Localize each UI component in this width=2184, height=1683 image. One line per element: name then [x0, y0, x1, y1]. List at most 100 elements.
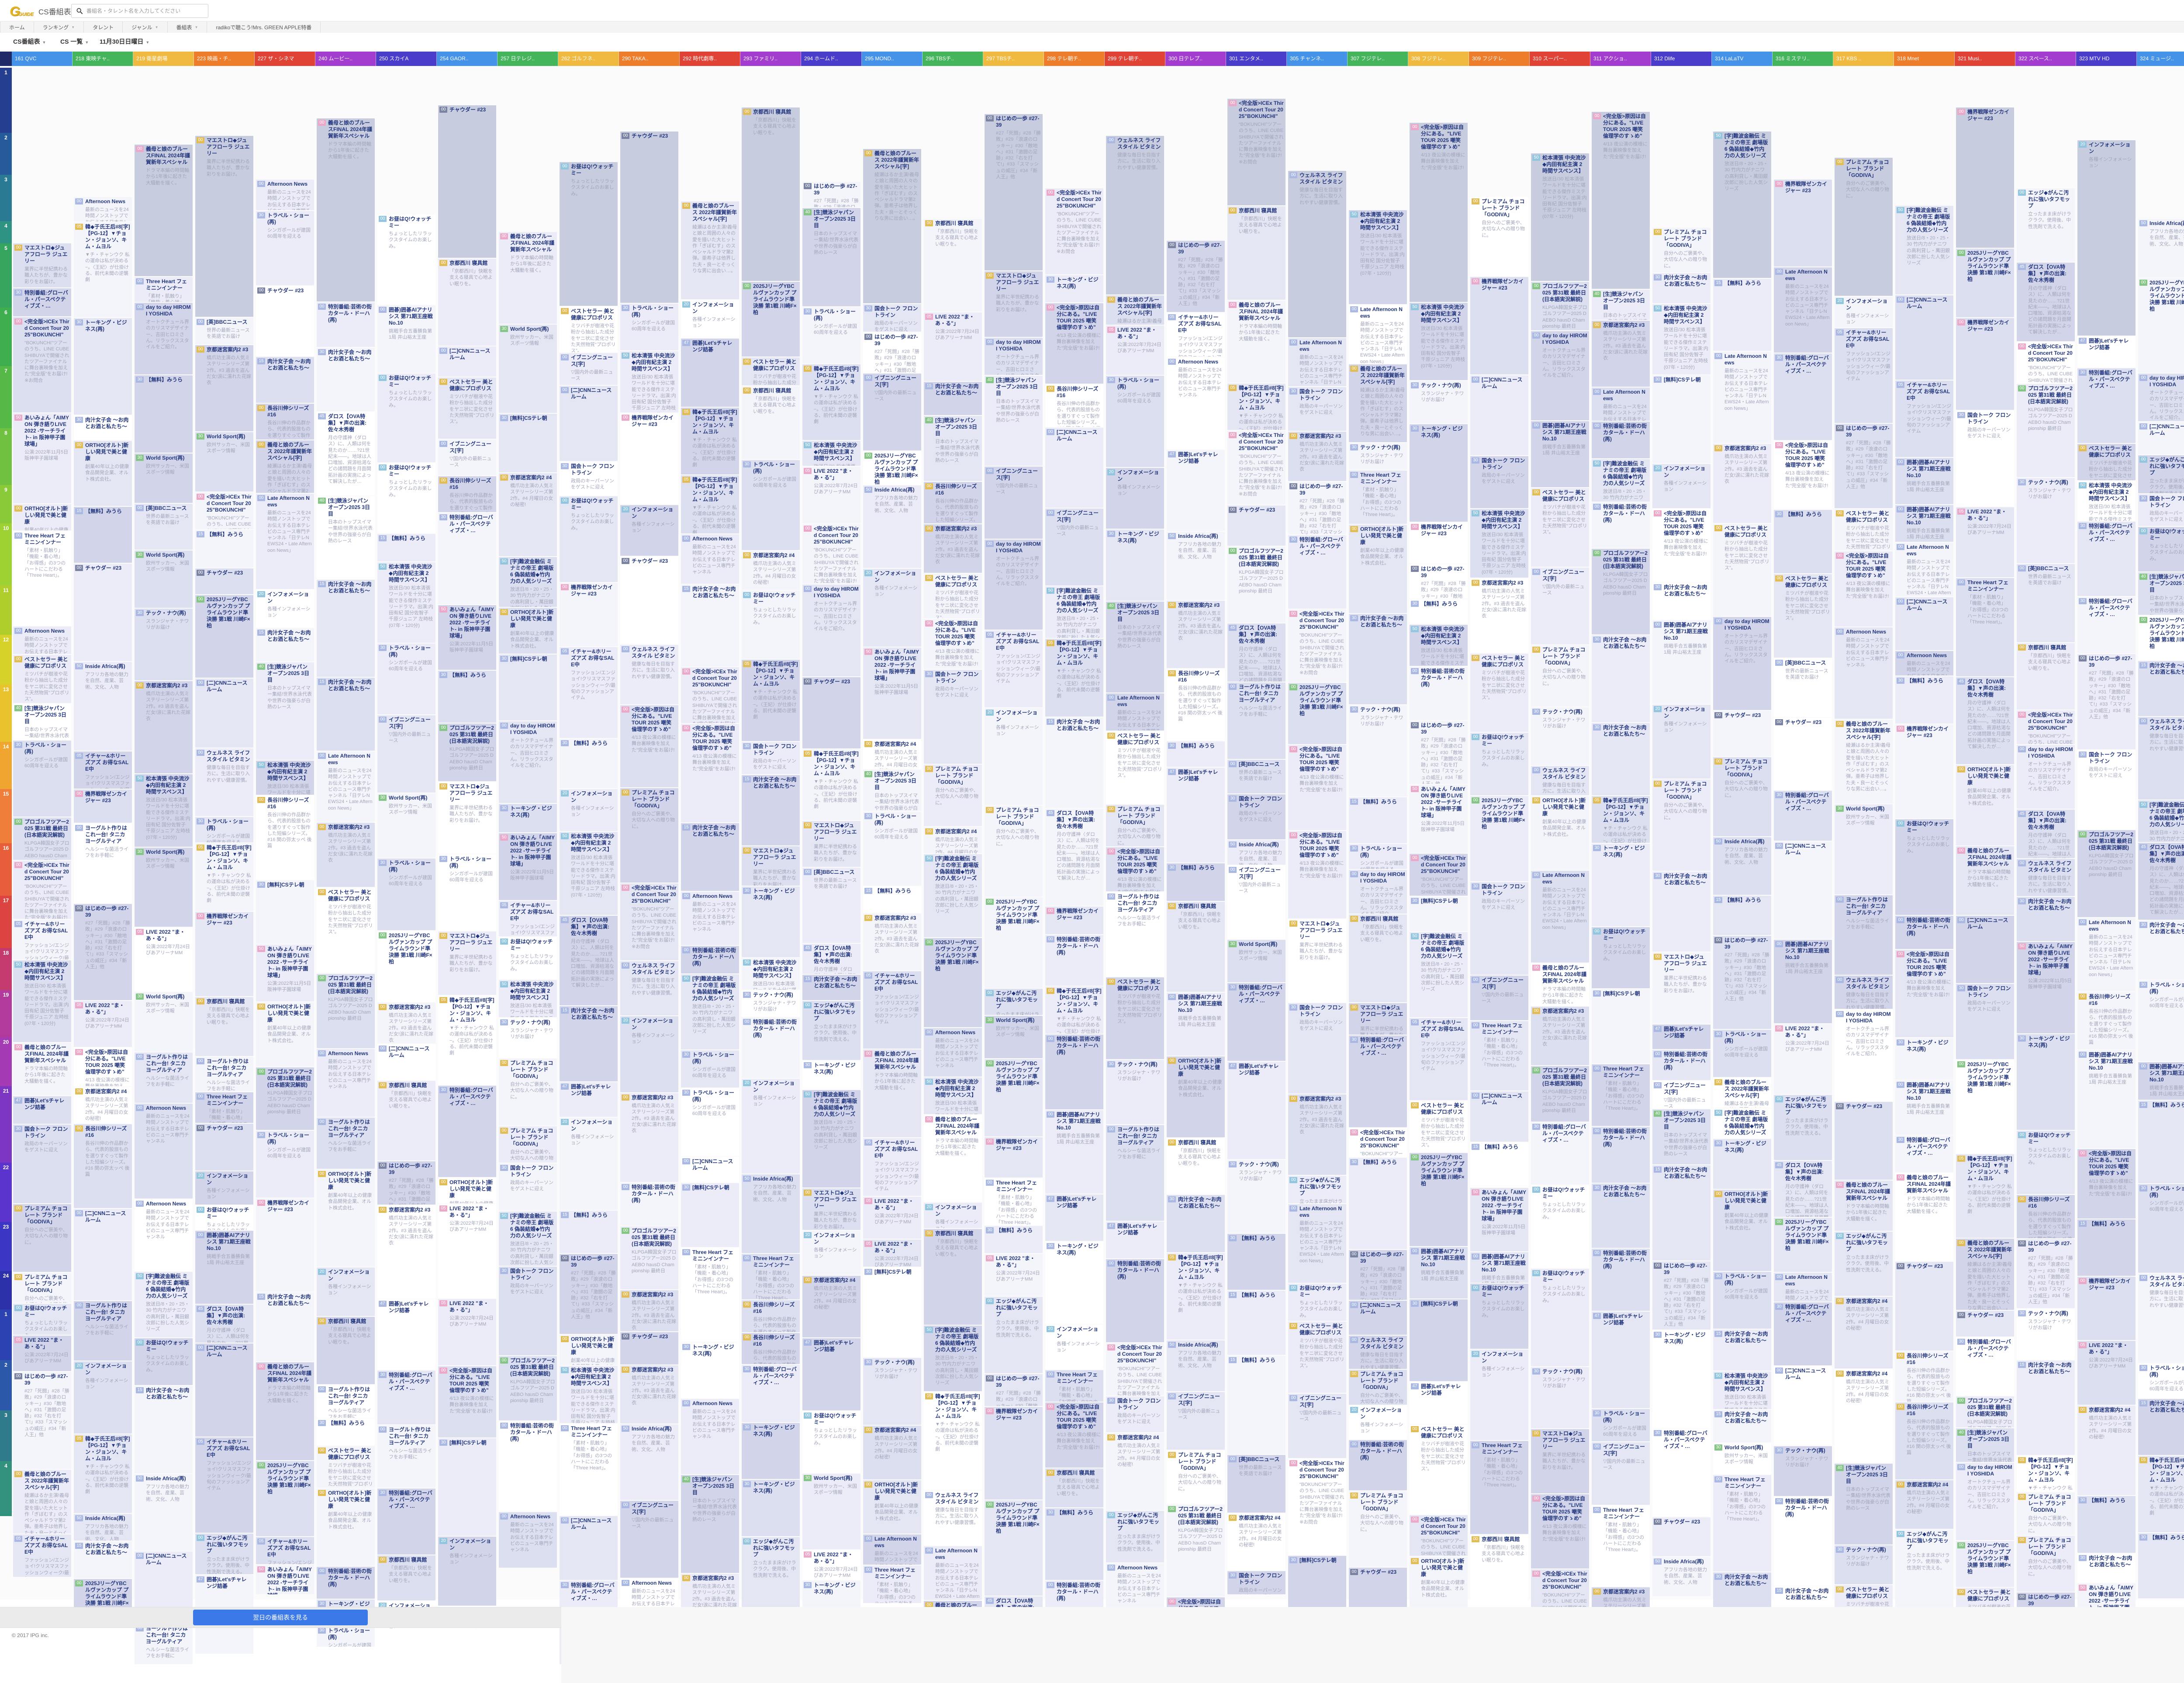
program-cell[interactable]: 00 Late Afternoon News 最新のニュースを24時間ノンストップで… — [1895, 543, 1953, 596]
program-cell[interactable]: 00 京都迷宮案内2 #4 橋爪功主演の人気ミステリーシリーズ第2作。#4 月曜日の… — [1895, 1480, 1953, 1529]
program-cell[interactable]: 05 LIVE 2022 "ま・あ・る"」 公演:2022年7月24日 ぴあアリーナ… — [863, 1197, 921, 1239]
program-cell[interactable]: 40[生]競泳ジャパンオープン2025 3日目日本のトップスイマー集結!世界水泳… — [1956, 1428, 2014, 1462]
program-cell[interactable]: 50[字]難波金融伝 ミナミの帝王 劇場版6 偽装結婚◆竹内力の人気シリーズ放送… — [2138, 800, 2184, 842]
program-cell[interactable]: 00 特別番組:芸術の街 カタール・ドーハ(再) — [1106, 1259, 1164, 1342]
program-cell[interactable]: 00[二]CNNニュースルーム — [1470, 1091, 1528, 1142]
program-cell[interactable]: 00[二]CNNニュースルーム — [1470, 375, 1528, 455]
program-cell[interactable]: 00 イブニングニュース[字] ▽国内外の最新ニュース — [985, 467, 1043, 539]
program-cell[interactable]: 00 機界戦隊ゼンカイジャー #23 — [2077, 1277, 2136, 1340]
program-cell[interactable]: 30 特別番組:グローバル・パースペクティブズ・… — [377, 1371, 435, 1424]
program-cell[interactable]: 00 <完全版>ICEx Third Concert Tour 2025"BOKU… — [1288, 609, 1346, 682]
program-cell[interactable]: 30 テック・ナウ(再) スランジャナ・テワリがお届け — [135, 609, 193, 680]
program-cell[interactable]: 30 特別番組:グローバル・パースペクティブズ・… — [1774, 791, 1832, 841]
program-cell[interactable]: 00 <完全版>ICEx Third Concert Tour 2025"BOKU… — [2017, 342, 2075, 383]
channel-header-223[interactable]: 223 映画・チ.. — [194, 52, 255, 66]
program-cell[interactable]: 00[二]CNNニュースルーム — [1349, 1301, 1407, 1335]
program-cell[interactable]: 30 【無料】みうら — [135, 375, 193, 453]
program-cell[interactable]: 40[生]競泳ジャパンオープン2025 3日目日本のトップスイマー集結!世界水泳… — [1835, 1464, 1893, 1544]
program-cell[interactable]: 00[二]CNNニュースルーム — [195, 1344, 253, 1437]
program-cell[interactable]: 00 [英]BBCニュース 世界の最新ニュースを英語でお届け — [802, 868, 860, 943]
program-cell[interactable]: 00 京都西川 寝具館 「京都西川」快眠を支える寝具で心地よい眠りを。 — [195, 997, 253, 1056]
program-cell[interactable]: 50[字]難波金融伝 ミナミの帝王 劇場版6 偽装結婚◆竹内力の人気シリーズ放送… — [1045, 586, 1103, 638]
program-cell[interactable]: 30 【無料】みうら — [985, 1226, 1043, 1253]
program-cell[interactable]: 30 【無料】みうら — [1895, 676, 1953, 724]
program-cell[interactable]: 47 囲碁)Let'sチャレンジ詰碁 — [1045, 1195, 1103, 1241]
program-cell[interactable]: 40[生]競泳ジャパンオープン2025 3日目日本のトップスイマー集結!世界水泳… — [863, 770, 921, 811]
program-cell[interactable]: 47 囲碁)Let'sチャレンジ詰碁 — [1592, 1312, 1650, 1408]
channel-header-297[interactable]: 297 TBSチ.. — [983, 52, 1044, 66]
program-cell[interactable]: 15 【無料】みうら — [560, 1211, 618, 1253]
program-cell[interactable]: 40[生]競泳ジャパンオープン2025 3日目日本のトップスイマー集結!世界水泳… — [681, 1475, 739, 1573]
program-cell[interactable]: 30 [無料]CSテレ朝 — [1410, 1299, 1468, 1381]
channel-header-308[interactable]: 308 フジテレ.. — [1408, 52, 1469, 66]
program-cell[interactable]: 00 <完全版>ICEx Third Concert Tour 2025"BOKU… — [620, 883, 678, 960]
channel-header-322[interactable]: 322 スペース.. — [2015, 52, 2076, 66]
program-cell[interactable]: 40[生]競泳ジャパンオープン2025 3日目日本のトップスイマー集結!世界水泳… — [802, 208, 860, 306]
program-cell[interactable]: 00 京都迷宮案内2 #4 橋爪功主演の人気ミステリーシリーズ第2作。#4 月曜日の… — [74, 1087, 132, 1123]
program-cell[interactable]: 30 【無料】みうら — [1410, 599, 1468, 624]
program-cell[interactable]: 15 【無料】みうら — [2077, 1219, 2136, 1276]
program-cell[interactable]: 30 【無料】みうら — [1167, 863, 1225, 901]
program-cell[interactable]: 00 特別番組:芸術の街 カタール・ドーハ(再) — [620, 1183, 678, 1226]
program-cell[interactable]: 00 Late Afternoon News 最新のニュースを24時間ノンストップで… — [1713, 352, 1771, 443]
program-cell[interactable]: 00 Late Afternoon News 最新のニュースを24時間ノンストップで… — [924, 1546, 982, 1600]
program-cell[interactable]: 05 LIVE 2022 "ま・あ・る"」 公演:2022年7月24日 ぴあアリーナ… — [1956, 507, 2014, 577]
nav-item-radiko-promo[interactable]: radikoで聴こう!Mrs. GREEN APPLE特番 — [207, 21, 321, 33]
program-cell[interactable]: 05韓◆于氏王后#8[字]【PG-12】▼チョン・ジョンソ、キム・ムヨル▼チ・チ… — [2138, 1456, 2184, 1532]
